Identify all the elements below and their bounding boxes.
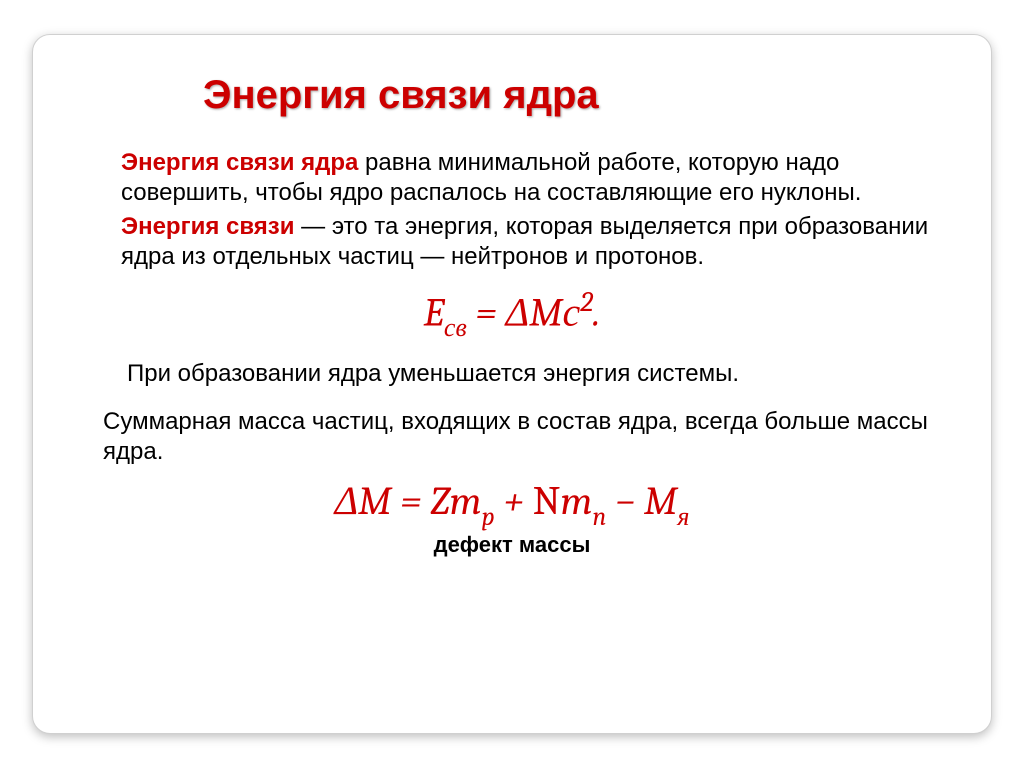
definitions-block: Энергия связи ядра равна минимальной раб…: [121, 148, 931, 272]
energy-reduce-line: При образовании ядра уменьшается энергия…: [127, 359, 931, 389]
formula-m1: m: [450, 478, 482, 524]
term-2: Энергия связи: [121, 213, 294, 240]
formula-eq2: =: [391, 478, 430, 524]
formula-N: N: [533, 478, 561, 524]
formula-E: E: [424, 289, 444, 335]
formula-m2: m: [560, 478, 592, 524]
formula-c: с: [562, 289, 580, 335]
formula-sub-p: p: [482, 502, 495, 532]
formula-dot: .: [593, 289, 600, 335]
formula-mass-defect: ΔM = Zmp + Nmn − Mя: [93, 477, 931, 530]
slide-title: Энергия связи ядра: [203, 73, 931, 118]
formula-sub-ya: я: [677, 502, 689, 532]
formula-dM: ΔM: [335, 478, 392, 524]
formula-sub-sv: св: [444, 313, 467, 343]
formula-Z: Z: [430, 478, 449, 524]
formula-sup-2: 2: [580, 286, 593, 318]
formula-minus: −: [606, 478, 644, 524]
formula-binding-energy: Eсв = ΔMс2.: [93, 286, 931, 341]
mass-sum-line: Суммарная масса частиц, входящих в соста…: [103, 407, 931, 467]
definition-2: Энергия связи — это та энергия, которая …: [121, 212, 931, 272]
formula-eq-delta: = Δ: [467, 289, 529, 335]
definition-1: Энергия связи ядра равна минимальной раб…: [121, 148, 931, 208]
formula-My: M: [644, 478, 677, 524]
formula-plus: +: [495, 478, 533, 524]
term-1: Энергия связи ядра: [121, 149, 358, 176]
formula-M: M: [529, 289, 562, 335]
slide-card: Энергия связи ядра Энергия связи ядра ра…: [32, 34, 992, 734]
formula-sub-n: n: [592, 502, 606, 532]
mass-defect-label: дефект массы: [93, 532, 931, 558]
